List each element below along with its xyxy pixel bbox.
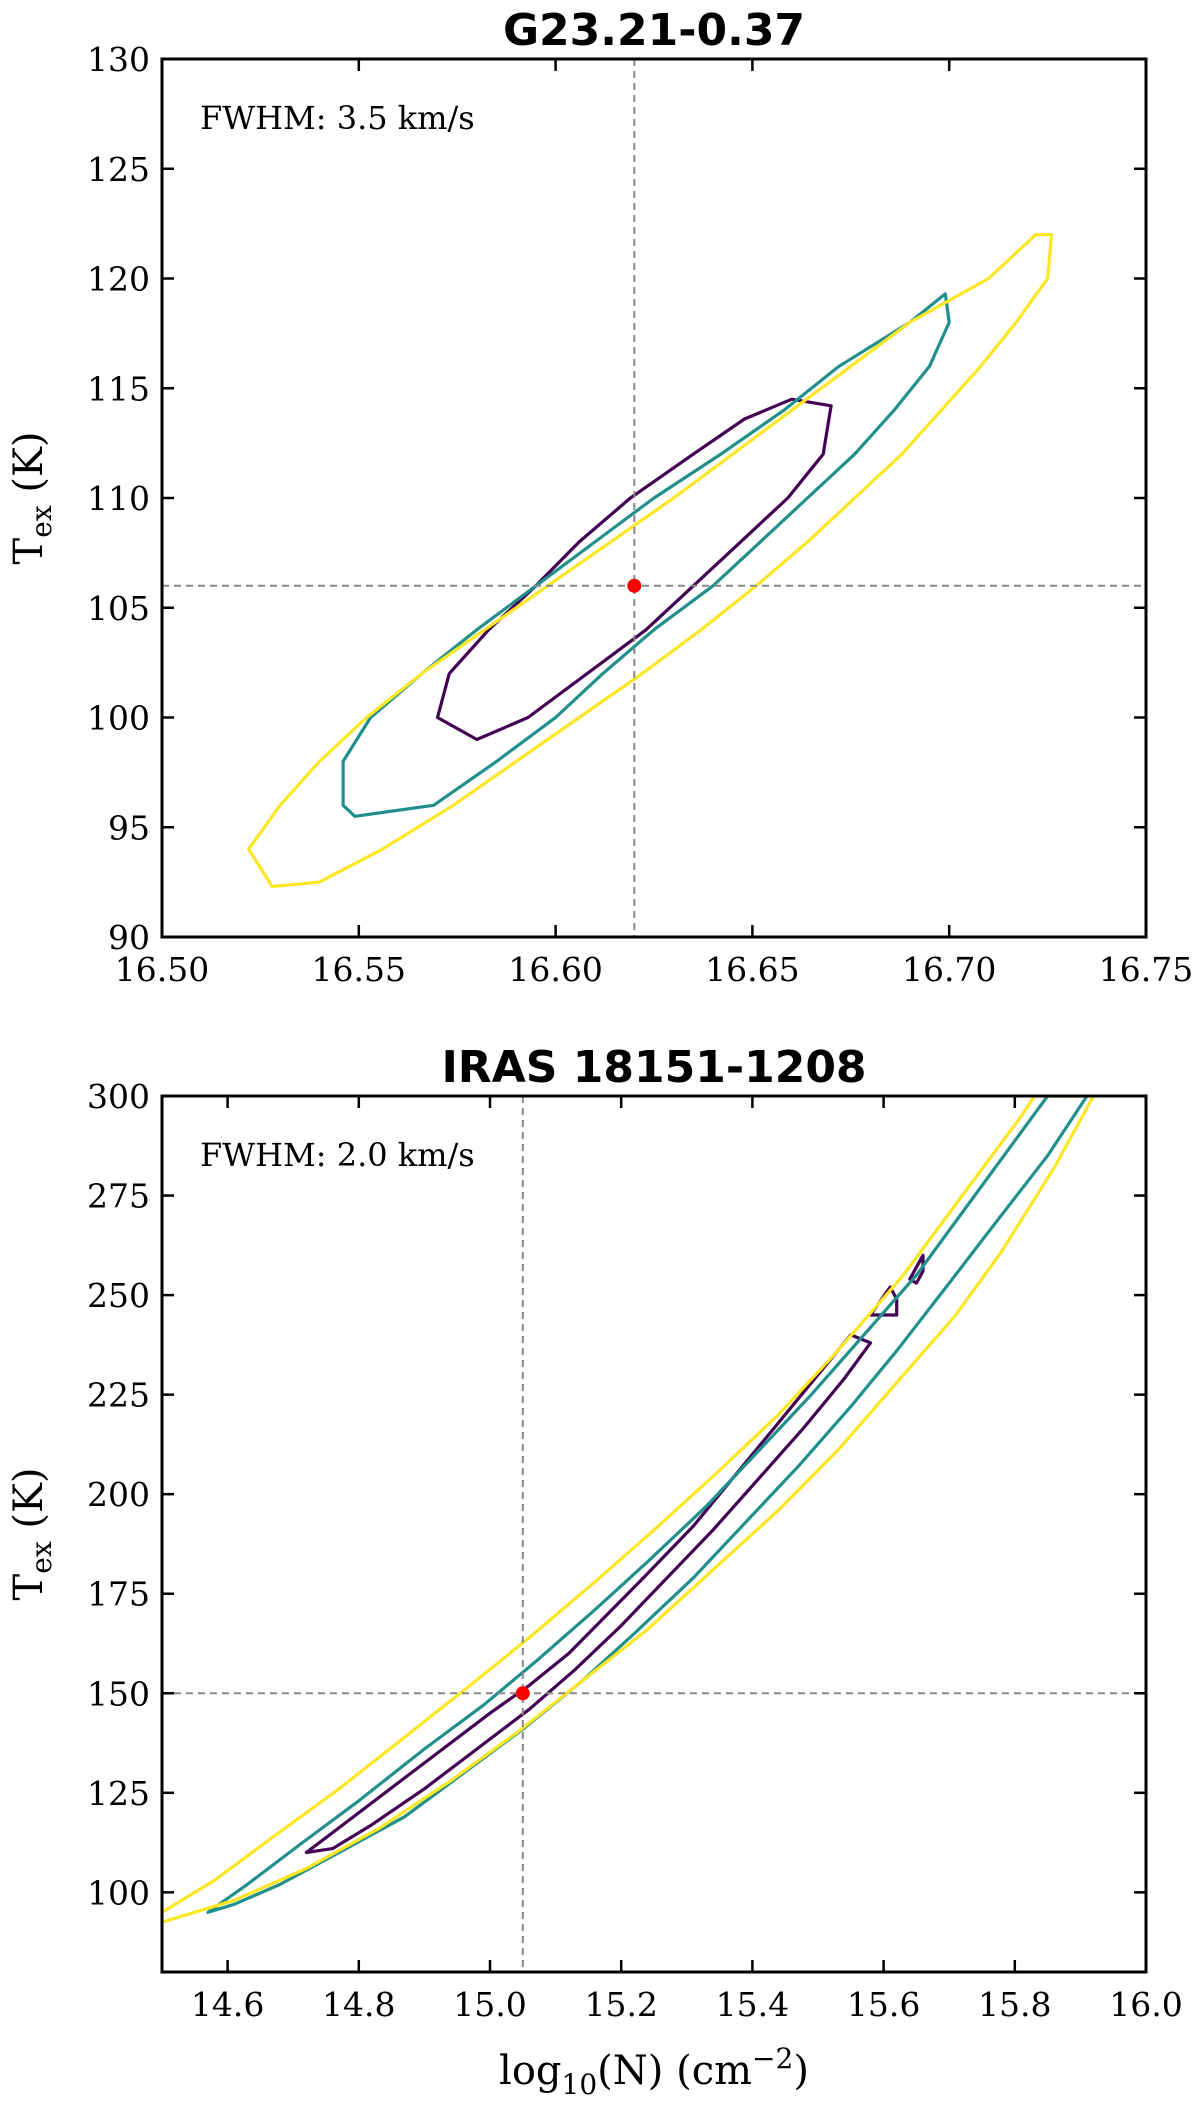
chart1-ytick-label: 90 <box>108 918 150 957</box>
chart2-xtick-label: 14.8 <box>322 1985 395 2024</box>
chart2-xtick-label: 15.2 <box>584 1985 657 2024</box>
chart2-ytick-label: 125 <box>87 1774 150 1813</box>
chart2-contour-inner-island-2 <box>908 1253 925 1285</box>
chart2-ytick-label: 100 <box>87 1873 150 1912</box>
chart2-ytick-label: 175 <box>87 1575 150 1614</box>
chart2-xtick-label: 15.4 <box>716 1985 789 2024</box>
chart2-xlabel-close: ) <box>793 2048 809 2094</box>
chart2-ytick-label: 225 <box>87 1376 150 1415</box>
chart1-contour-outer <box>247 233 1054 889</box>
chart1-ytick-label: 105 <box>87 589 150 628</box>
chart2-ylabel: Tex (K) <box>6 1468 58 1601</box>
chart2-xtick-label: 16.0 <box>1109 1985 1182 2024</box>
chart1-contour-middle <box>341 292 951 818</box>
chart2-xlabel-sup: −2 <box>752 2042 793 2075</box>
chart2-contours <box>162 1096 1096 1924</box>
chart2-title: IRAS 18151-1208 <box>441 1042 866 1093</box>
chart2-ylabel-main: T <box>6 1573 52 1600</box>
chart2-ylabel-unit: (K) <box>6 1468 52 1542</box>
chart2-ylabel-sub: ex <box>25 1541 58 1574</box>
chart1-contours <box>247 233 1054 889</box>
chart2-best-fit-point <box>515 1686 530 1701</box>
chart2-xtick-label: 15.8 <box>978 1985 1051 2024</box>
chart2-ytick-label: 300 <box>87 1077 150 1116</box>
chart2-xlabel-main: log <box>499 2048 561 2094</box>
chart1-ylabel-main: T <box>6 537 52 564</box>
chart1-ytick-label: 95 <box>108 808 150 847</box>
chart1-ytick-label: 110 <box>87 479 150 518</box>
chart1-xtick-label: 16.60 <box>508 950 602 989</box>
chart1-xtick-label: 16.65 <box>705 950 799 989</box>
chart1-ytick-label: 120 <box>87 260 150 299</box>
chart2-xlabel-rest: (N) (cm <box>597 2048 752 2094</box>
chart1-ylabel-sub: ex <box>25 505 58 538</box>
chart2-xtick-label: 15.6 <box>847 1985 920 2024</box>
chart1-ytick-label: 130 <box>87 40 150 79</box>
chart1-xtick-label: 16.50 <box>115 950 209 989</box>
chart2-xlabel: log10(N) (cm−2) <box>499 2042 809 2101</box>
chart2-xtick-label: 15.0 <box>453 1985 526 2024</box>
chart2-xtick-label: 14.6 <box>191 1985 264 2024</box>
chart1-xtick-label: 16.70 <box>902 950 996 989</box>
chart1-ytick-label: 125 <box>87 150 150 189</box>
chart1-ytick-label: 100 <box>87 699 150 738</box>
chart1-ylabel-unit: (K) <box>6 432 52 506</box>
chart2-frame <box>160 1094 1148 1974</box>
chart2-ytick-label: 150 <box>87 1674 150 1713</box>
chart1-ytick-label: 115 <box>87 369 150 408</box>
chart2-ytick-label: 250 <box>87 1276 150 1315</box>
chart2-ytick-label: 275 <box>87 1177 150 1216</box>
chart2-ytick-label: 200 <box>87 1475 150 1514</box>
chart2: IRAS 18151-1208 14.6 14.8 15.0 15.2 15.4 15.6 1… <box>6 1042 1183 2101</box>
chart1-ylabel: Tex (K) <box>6 432 58 565</box>
chart2-xlabel-sub: 10 <box>562 2068 598 2101</box>
chart1: G23.21-0.37 16.50 16.55 16.60 16.65 16.70 16.7… <box>6 5 1193 989</box>
chart1-annotation: FWHM: 3.5 km/s <box>200 99 475 137</box>
chart2-annotation: FWHM: 2.0 km/s <box>200 1136 475 1174</box>
chart1-xtick-label: 16.55 <box>312 950 406 989</box>
chart2-contour-outer <box>162 1096 1096 1924</box>
chart1-title: G23.21-0.37 <box>503 5 805 56</box>
chart1-best-fit-point <box>627 578 642 593</box>
chart1-xtick-label: 16.75 <box>1099 950 1193 989</box>
